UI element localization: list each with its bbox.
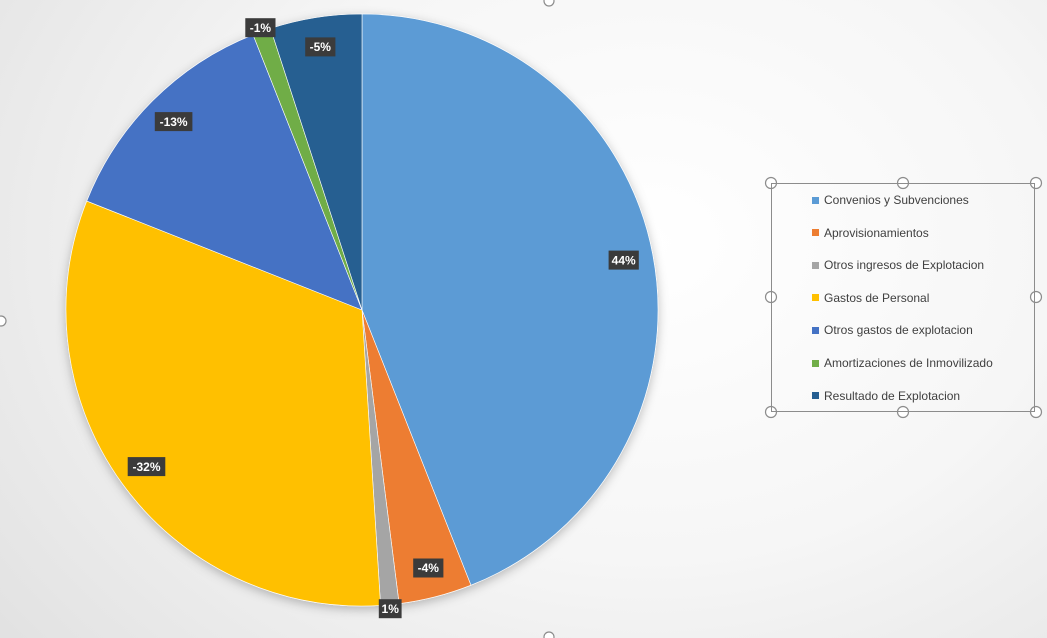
data-label-otros-ingresos-de-explotacion[interactable]: 1% xyxy=(378,599,402,619)
legend-label: Resultado de Explotacion xyxy=(824,388,961,403)
legend-swatch xyxy=(812,326,819,334)
legend-label: Otros gastos de explotacion xyxy=(824,323,973,338)
pie-slices xyxy=(65,13,659,607)
data-label-box xyxy=(127,457,166,477)
data-label-box xyxy=(413,558,444,578)
legend-swatch xyxy=(812,294,819,302)
data-label-text: -5% xyxy=(310,40,332,54)
legend-item-otros-gastos-de-explotacion[interactable]: Otros gastos de explotacion xyxy=(812,322,973,338)
pie-slice-gastos-de-personal[interactable] xyxy=(65,200,381,607)
legend-item-aprovisionamientos[interactable]: Aprovisionamientos xyxy=(812,225,929,241)
data-label-box xyxy=(378,599,402,619)
data-label-text: -4% xyxy=(418,561,440,575)
legend-swatch xyxy=(812,359,819,367)
data-label-box xyxy=(154,112,193,132)
legend-label: Aprovisionamientos xyxy=(824,225,929,240)
legend-item-gastos-de-personal[interactable]: Gastos de Personal xyxy=(812,290,929,306)
data-label-text: 44% xyxy=(612,253,636,267)
data-label-box xyxy=(245,18,276,38)
data-label-amortizaciones-de-inmovilizado[interactable]: -1% xyxy=(245,18,276,38)
legend-item-otros-ingresos-de-explotacion[interactable]: Otros ingresos de Explotacion xyxy=(812,257,984,273)
data-label-gastos-de-personal[interactable]: -32% xyxy=(127,457,166,477)
legend-label: Gastos de Personal xyxy=(824,290,930,305)
legend-swatch xyxy=(812,229,819,237)
data-label-resultado-de-explotacion[interactable]: -5% xyxy=(305,37,336,57)
chart-resize-handle-bottom[interactable] xyxy=(543,631,555,638)
legend-handle-bottom-right[interactable] xyxy=(1029,405,1043,419)
data-label-otros-gastos-de-explotacion[interactable]: -13% xyxy=(154,112,193,132)
legend-label: Convenios y Subvenciones xyxy=(824,193,969,207)
legend-item-resultado-de-explotacion[interactable]: Resultado de Explotacion xyxy=(812,388,960,404)
pie-slice-convenios-y-subvenciones[interactable] xyxy=(361,13,659,586)
data-label-text: -32% xyxy=(132,460,160,474)
legend-swatch xyxy=(812,196,819,204)
chart-resize-handle-top[interactable] xyxy=(543,0,555,7)
chart-resize-handle-left[interactable] xyxy=(0,315,7,327)
data-label-box xyxy=(608,250,639,270)
legend-item-convenios-y-subvenciones[interactable]: Convenios y Subvenciones xyxy=(812,192,969,208)
data-label-aprovisionamientos[interactable]: -4% xyxy=(413,558,444,578)
legend-label: Otros ingresos de Explotacion xyxy=(824,258,985,273)
legend-swatch xyxy=(812,392,819,400)
data-label-text: -13% xyxy=(160,115,188,129)
legend-label: Amortizaciones de Inmovilizado xyxy=(824,356,993,370)
data-label-text: 1% xyxy=(382,602,400,616)
legend-item-amortizaciones-de-inmovilizado[interactable]: Amortizaciones de Inmovilizado xyxy=(812,355,993,371)
legend-handle-bottom-mid[interactable] xyxy=(896,405,910,419)
data-label-convenios-y-subvenciones[interactable]: 44% xyxy=(608,250,639,270)
pie-slice-otros-gastos-de-explotacion[interactable] xyxy=(86,34,363,311)
legend-swatch xyxy=(812,261,819,269)
data-label-box xyxy=(305,37,336,57)
chart-legend[interactable]: Convenios y Subvenciones Aprovisionamient… xyxy=(771,183,1035,412)
data-label-text: -1% xyxy=(250,21,272,35)
data-labels: 44% -4% 1% -32% -13% -1% -5% xyxy=(127,18,639,619)
legend-handle-mid-right[interactable] xyxy=(1029,290,1043,304)
